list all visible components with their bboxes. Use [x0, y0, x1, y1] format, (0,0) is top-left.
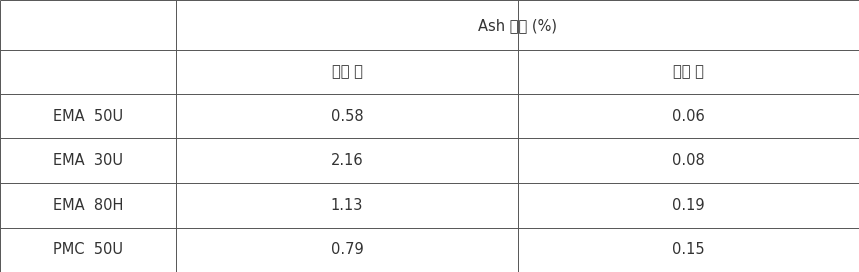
- Text: Ash 함량 (%): Ash 함량 (%): [478, 18, 557, 33]
- Text: 1.13: 1.13: [331, 198, 363, 213]
- Text: EMA  30U: EMA 30U: [53, 153, 123, 168]
- Text: 0.58: 0.58: [331, 109, 363, 123]
- Text: PMC  50U: PMC 50U: [53, 242, 123, 257]
- Text: 2.16: 2.16: [331, 153, 363, 168]
- Text: 0.15: 0.15: [673, 242, 704, 257]
- Text: 0.06: 0.06: [672, 109, 705, 123]
- Text: EMA  80H: EMA 80H: [53, 198, 123, 213]
- Text: 정제 후: 정제 후: [673, 64, 704, 80]
- Text: EMA  50U: EMA 50U: [53, 109, 123, 123]
- Text: 0.79: 0.79: [331, 242, 363, 257]
- Text: 정제 전: 정제 전: [332, 64, 362, 80]
- Text: 0.08: 0.08: [672, 153, 705, 168]
- Text: 0.19: 0.19: [673, 198, 704, 213]
